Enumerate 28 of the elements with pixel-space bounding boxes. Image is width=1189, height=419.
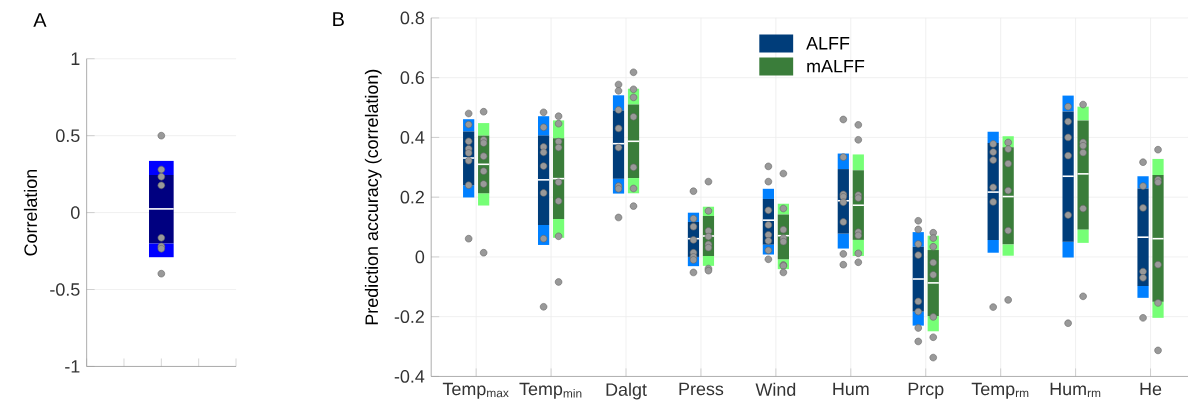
y-axis-title: Correlation	[23, 169, 38, 256]
legend-label: ALFF	[806, 36, 850, 50]
y-tick-label: 0.4	[400, 130, 425, 144]
chart-title: A	[33, 13, 47, 27]
y-tick-label: 1	[71, 52, 80, 65]
y-tick-label: -1	[65, 360, 80, 373]
x-tick-label: Temp$_{max}$	[442, 382, 509, 399]
y-tick-label: 0.5	[56, 129, 80, 142]
x-tick-label: Temp$_{rm}$	[971, 382, 1029, 399]
x-tick-label: Temp$_{min}$	[519, 382, 582, 399]
y-tick-label: -0.2	[394, 310, 424, 323]
y-tick-label: 0	[415, 250, 425, 264]
y-tick-label: 0.6	[400, 71, 425, 84]
y-axis-title: Prediction accuracy (correlation)	[364, 69, 382, 325]
x-tick-label: He	[1140, 382, 1162, 396]
y-tick-label: 0	[71, 206, 80, 219]
x-tick-label: Dalgt	[606, 382, 647, 400]
x-tick-label: Press	[679, 382, 724, 396]
y-tick-label: -0.4	[394, 369, 425, 383]
y-tick-label: -0.5	[50, 283, 80, 296]
x-tick-label: Hum	[833, 382, 869, 396]
x-tick-label: Wind	[755, 382, 796, 396]
x-tick-label: Prcp	[908, 382, 944, 399]
x-tick-label: Hum$_{rm}$	[1050, 382, 1101, 397]
legend-label: mALFF	[807, 59, 865, 73]
y-tick-label: 0.2	[400, 190, 424, 204]
y-tick-label: 0.8	[400, 11, 425, 25]
chart-title: B	[333, 12, 344, 26]
